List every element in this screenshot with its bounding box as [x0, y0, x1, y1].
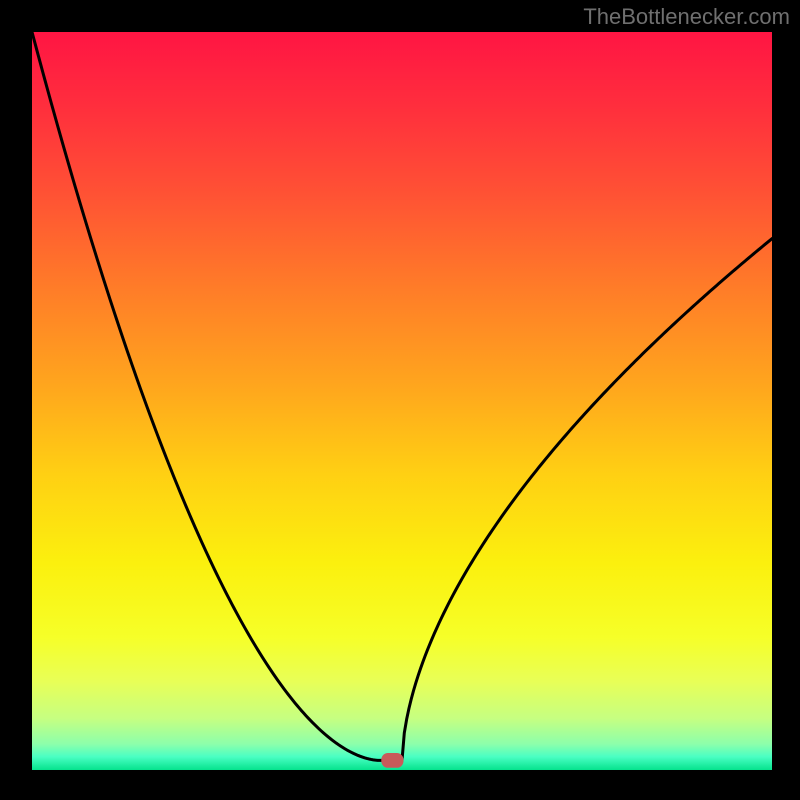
- chart-root: TheBottlenecker.com: [0, 0, 800, 800]
- watermark-text: TheBottlenecker.com: [583, 4, 790, 30]
- bottleneck-chart: [32, 32, 772, 770]
- optimal-point-marker: [381, 753, 403, 768]
- gradient-field: [32, 32, 772, 770]
